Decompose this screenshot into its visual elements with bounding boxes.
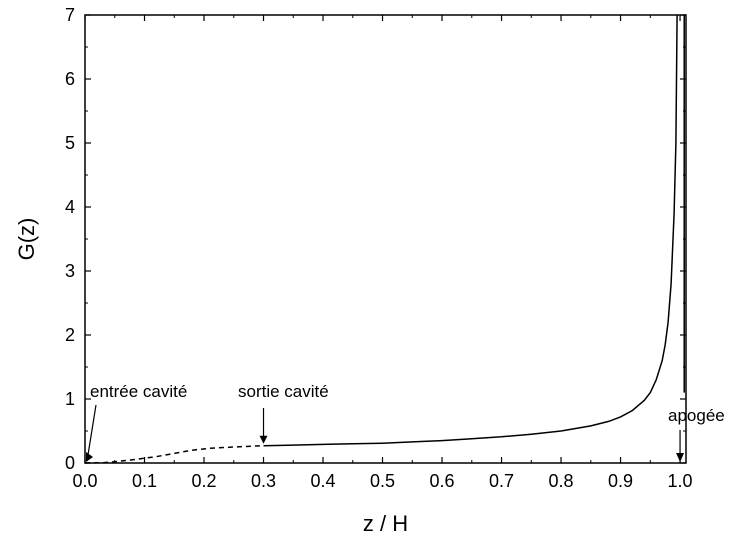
annotation-sortie-cavite: sortie cavité <box>238 382 329 401</box>
x-tick-label: 1.0 <box>668 471 693 491</box>
y-axis-label: G(z) <box>14 218 39 261</box>
y-tick-label: 6 <box>65 69 75 89</box>
arrowhead-entree-cavite <box>86 452 93 462</box>
annotation-layer: entrée cavité sortie cavité apogée <box>86 382 725 462</box>
x-tick-label: 0.4 <box>311 471 336 491</box>
arrow-entree-cavite <box>86 404 97 462</box>
arrowhead-apogee <box>676 453 685 462</box>
y-tick-label: 7 <box>65 5 75 25</box>
y-tick-label: 0 <box>65 453 75 473</box>
y-tick-label: 5 <box>65 133 75 153</box>
annotation-entree-cavite: entrée cavité <box>90 382 187 401</box>
series-line-0 <box>84 444 264 464</box>
ticks-layer: 0.0 0.1 0.2 0.3 0.4 0.5 0.6 0.7 0.8 0.9 1.0 0 1 2 3 4 5 6… <box>65 5 693 491</box>
x-tick-label: 0.6 <box>430 471 455 491</box>
series-line-1 <box>263 14 678 447</box>
x-tick-label: 0.2 <box>191 471 216 491</box>
x-tick-label: 0.7 <box>489 471 514 491</box>
y-tick-label: 2 <box>65 325 75 345</box>
plot-frame <box>84 14 687 464</box>
x-axis-label: z / H <box>363 511 408 536</box>
y-tick-label: 4 <box>65 197 75 217</box>
arrowhead-sortie-cavite <box>259 435 268 444</box>
x-tick-label: 0.5 <box>370 471 395 491</box>
x-tick-label: 0.8 <box>549 471 574 491</box>
annotation-apogee: apogée <box>668 406 725 425</box>
y-tick-label: 3 <box>65 261 75 281</box>
x-tick-label: 0.0 <box>72 471 97 491</box>
x-tick-label: 0.3 <box>251 471 276 491</box>
x-tick-label: 0.1 <box>132 471 157 491</box>
plot-layer <box>84 14 685 464</box>
x-tick-label: 0.9 <box>608 471 633 491</box>
y-tick-label: 1 <box>65 389 75 409</box>
